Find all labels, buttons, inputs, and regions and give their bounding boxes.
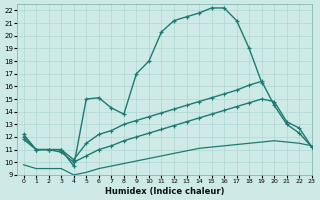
- X-axis label: Humidex (Indice chaleur): Humidex (Indice chaleur): [105, 187, 224, 196]
